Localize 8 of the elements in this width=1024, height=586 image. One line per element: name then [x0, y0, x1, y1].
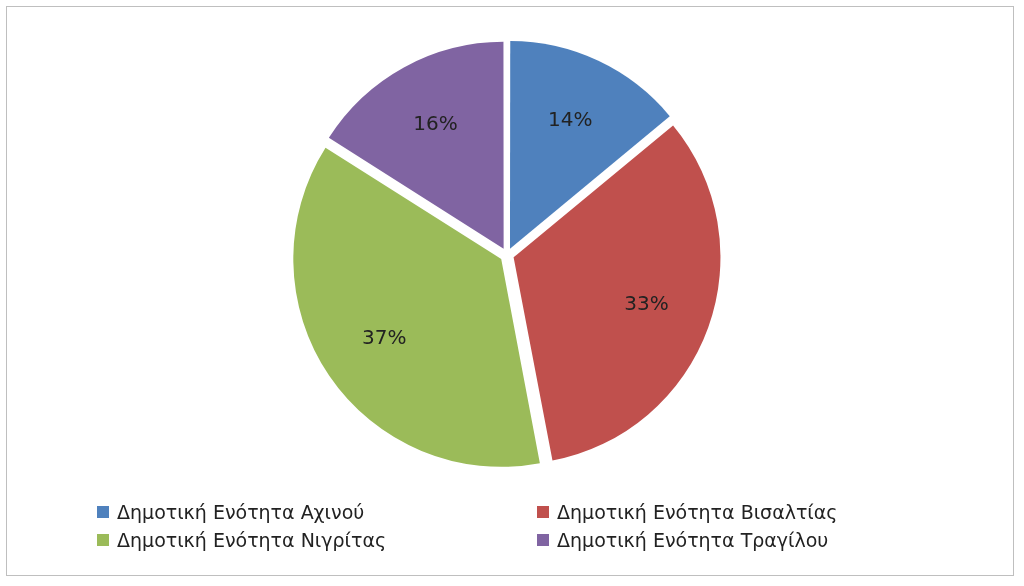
legend-label: Δημοτική Ενότητα Αχινού [117, 501, 365, 523]
data-label: 16% [413, 111, 458, 136]
legend-label: Δημοτική Ενότητα Νιγρίτας [117, 529, 387, 551]
data-label: 14% [547, 107, 593, 131]
data-label: 33% [624, 291, 669, 316]
data-label: 37% [362, 324, 407, 349]
legend-label: Δημοτική Ενότητα Βισαλτίας [557, 501, 838, 523]
legend-label: Δημοτική Ενότητα Τραγίλου [557, 529, 829, 551]
